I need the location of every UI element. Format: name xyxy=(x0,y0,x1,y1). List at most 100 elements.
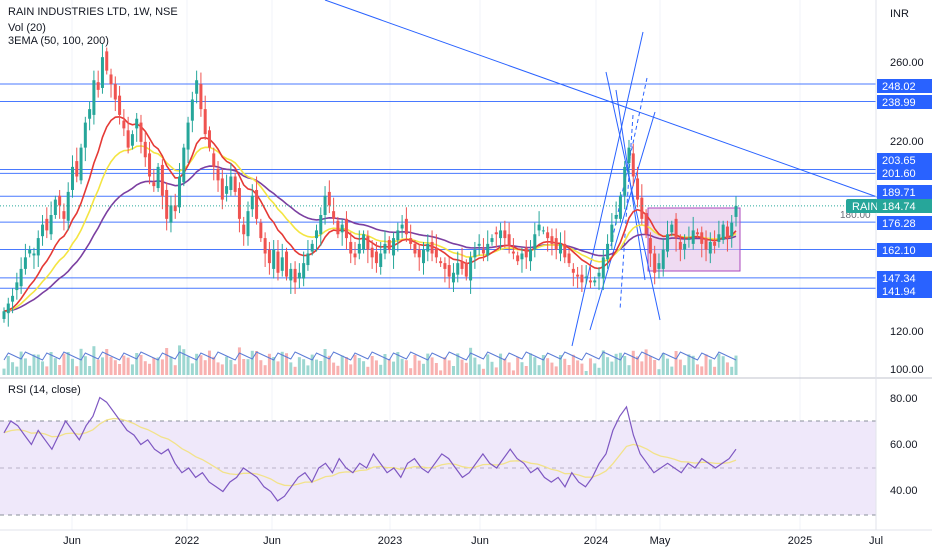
volume-bar xyxy=(610,361,614,375)
candle-body xyxy=(100,57,104,88)
volume-bar xyxy=(520,362,524,375)
volume-bar xyxy=(464,362,468,375)
volume-bar xyxy=(426,353,430,375)
candle-body xyxy=(614,215,618,219)
candle-body xyxy=(259,222,263,239)
candle-body xyxy=(23,257,27,269)
volume-bar xyxy=(203,360,207,375)
candle-body xyxy=(546,232,550,239)
volume-bar xyxy=(53,358,57,375)
volume-bar xyxy=(2,368,6,375)
chart-title[interactable]: RAIN INDUSTRIES LTD, 1W, NSE xyxy=(8,6,178,18)
volume-bar xyxy=(15,366,19,375)
candle-body xyxy=(83,122,87,148)
volume-bar xyxy=(182,349,186,375)
candle-body xyxy=(417,249,421,258)
candle-body xyxy=(362,234,366,250)
volume-bar xyxy=(302,359,306,375)
volume-bar xyxy=(199,355,203,375)
volume-bar xyxy=(558,355,562,375)
steep-down-line-2[interactable] xyxy=(615,89,646,281)
steep-channel-line-1[interactable] xyxy=(571,31,644,347)
volume-bar xyxy=(434,363,438,375)
volume-bar xyxy=(139,355,143,375)
candle-body xyxy=(323,195,327,215)
volume-bar xyxy=(28,365,32,375)
price-label: 141.94 xyxy=(882,286,916,298)
volume-bar xyxy=(524,366,528,375)
volume-bar xyxy=(88,366,92,375)
volume-bar xyxy=(237,347,241,375)
candle-body xyxy=(349,241,353,254)
candle-body xyxy=(670,224,674,233)
candle-body xyxy=(631,153,635,177)
rsi-legend[interactable]: RSI (14, close) xyxy=(8,384,81,396)
volume-bar xyxy=(494,367,498,375)
volume-bar xyxy=(584,371,588,375)
volume-bar xyxy=(704,354,708,375)
candle-body xyxy=(340,224,344,233)
candle-body xyxy=(366,236,370,250)
volume-ma-line xyxy=(3,351,737,361)
volume-bar xyxy=(537,365,541,375)
price-label-bg xyxy=(877,153,932,167)
volume-bar xyxy=(678,359,682,375)
candle-body xyxy=(524,247,528,258)
volume-bar xyxy=(503,358,507,375)
candle-body xyxy=(396,230,400,241)
volume-bar xyxy=(255,351,259,375)
x-tick: 2023 xyxy=(378,535,402,547)
volume-bars xyxy=(2,345,738,375)
candle-body xyxy=(220,178,224,200)
price-label: 162.10 xyxy=(882,245,916,257)
candle-body xyxy=(426,243,430,252)
current-price-label: 184.74 xyxy=(882,201,916,213)
price-axis[interactable]: 260.00 220.00 120.00 100.00 80.00 60.00 … xyxy=(890,57,924,497)
candle-body xyxy=(28,249,32,254)
volume-bar xyxy=(614,353,618,375)
descending-trend-line[interactable] xyxy=(324,0,881,199)
candle-body xyxy=(272,249,276,269)
candle-body xyxy=(118,95,122,115)
volume-bar xyxy=(413,355,417,375)
volume-bar xyxy=(640,361,644,375)
candle-body xyxy=(160,164,164,196)
candle-body xyxy=(113,84,117,100)
steep-channel-line-2[interactable] xyxy=(589,111,656,331)
volume-bar xyxy=(233,364,237,375)
volume-bar xyxy=(195,353,199,375)
volume-bar xyxy=(490,361,494,375)
candle-body xyxy=(190,99,194,121)
volume-bar xyxy=(297,357,301,375)
candle-body xyxy=(233,176,237,192)
steep-down-line-1[interactable] xyxy=(605,71,661,321)
candle-body xyxy=(584,276,588,278)
dashed-line-1[interactable] xyxy=(619,114,634,311)
volume-bar xyxy=(122,355,126,375)
volume-bar xyxy=(310,354,314,375)
volume-bar xyxy=(165,348,169,375)
ema-legend[interactable]: 3EMA (50, 100, 200) xyxy=(8,35,109,47)
currency-label[interactable]: INR xyxy=(890,8,909,20)
price-labels: 180.00 248.02 238.99 203.65 201.60 189.7… xyxy=(840,79,932,298)
volume-bar xyxy=(340,355,344,375)
candle-body xyxy=(439,261,443,264)
candle-body xyxy=(610,224,614,242)
candle-body xyxy=(169,205,173,223)
rsi-y-tick: 80.00 xyxy=(890,393,918,405)
candle-body xyxy=(721,224,725,241)
volume-bar xyxy=(225,356,229,375)
volume-bar xyxy=(644,349,648,375)
volume-bar xyxy=(92,346,96,375)
time-axis[interactable]: Jun 2022 Jun 2023 Jun 2024 May 2025 Jul xyxy=(63,535,883,547)
rsi-ma-line xyxy=(3,417,737,487)
candle-body xyxy=(640,197,644,219)
volume-bar xyxy=(186,356,190,375)
price-label: 176.28 xyxy=(882,218,916,230)
candle-body xyxy=(481,249,485,254)
candle-body xyxy=(704,238,708,250)
candle-body xyxy=(486,243,490,256)
volume-legend[interactable]: Vol (20) xyxy=(8,22,46,34)
volume-bar xyxy=(45,366,49,375)
